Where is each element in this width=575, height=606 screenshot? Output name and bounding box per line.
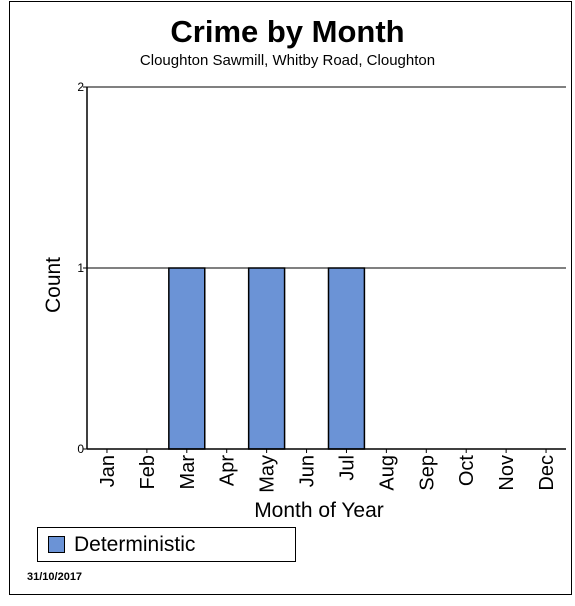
x-tick-label-jan: Jan (97, 455, 119, 487)
x-tick-label-nov: Nov (496, 455, 518, 491)
x-tick-label-feb: Feb (137, 455, 159, 489)
x-tick-label-jul: Jul (336, 455, 358, 481)
x-tick-label-sep: Sep (416, 455, 438, 491)
bar-mar (168, 267, 206, 450)
bars (168, 267, 366, 450)
x-tick-label-aug: Aug (376, 455, 398, 491)
x-tick-label-jun: Jun (297, 455, 319, 487)
x-tick-label-apr: Apr (217, 455, 239, 486)
bar-may (247, 267, 286, 450)
y-tick-label: 2 (77, 80, 84, 94)
legend-label: Deterministic (74, 532, 196, 556)
y-axis-label: Count (42, 257, 65, 313)
y-ticks: 0 1 2 (77, 80, 87, 456)
x-ticks: Jan Feb Mar Apr May Jun Jul Aug Sep Oct Nov Dec (97, 449, 558, 493)
legend: Deterministic (37, 527, 296, 562)
x-tick-label-oct: Oct (456, 455, 478, 487)
report-date: 31/10/2017 (27, 571, 83, 583)
x-axis-label: Month of Year (254, 499, 384, 522)
bar-jul (327, 267, 366, 450)
chart-frame (9, 1, 572, 595)
y-tick-label: 0 (77, 442, 84, 456)
chart-title: Crime by Month (170, 14, 405, 49)
gridlines (87, 86, 566, 269)
y-tick-label: 1 (77, 261, 84, 275)
x-tick-label-mar: Mar (177, 455, 199, 490)
legend-swatch (48, 536, 65, 553)
x-tick-label-dec: Dec (536, 455, 558, 491)
x-tick-label-may: May (257, 455, 279, 493)
chart-subtitle: Cloughton Sawmill, Whitby Road, Cloughto… (139, 52, 436, 69)
